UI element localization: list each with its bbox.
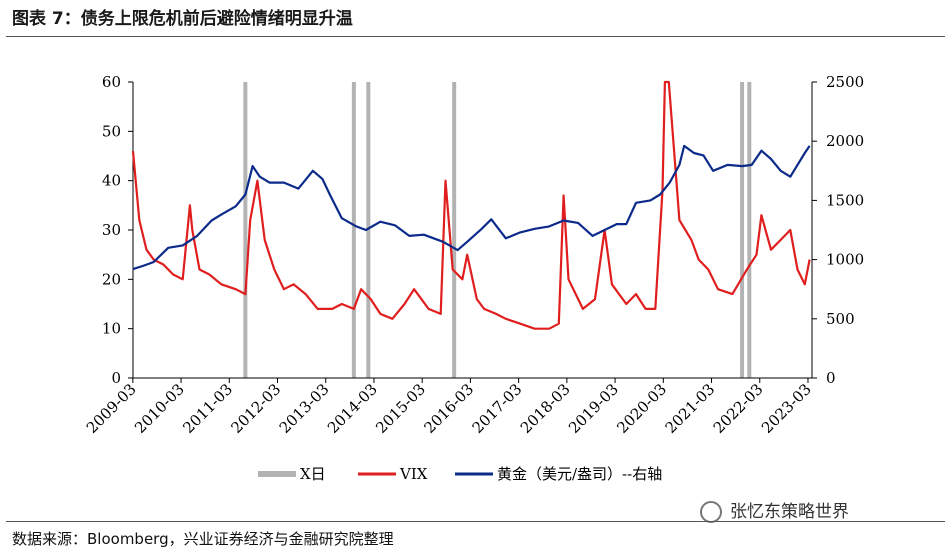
x-tick-label: 2019-03 xyxy=(565,380,622,437)
x-day-band xyxy=(740,82,745,378)
x-tick-label: 2016-03 xyxy=(420,380,477,437)
x-day-band xyxy=(243,82,248,378)
right-tick-label: 2500 xyxy=(826,73,864,91)
chart-title: 图表 7：债务上限危机前后避险情绪明显升温 xyxy=(12,9,353,29)
wechat-icon xyxy=(700,501,722,523)
left-tick-label: 50 xyxy=(102,122,121,140)
legend: X日 VIX 黄金（美元/盎司）--右轴 xyxy=(258,465,662,483)
x-day-band xyxy=(452,82,457,378)
x-tick-label: 2012-03 xyxy=(228,380,285,437)
x-tick-label: 2023-03 xyxy=(758,380,815,437)
x-tick-label: 2022-03 xyxy=(710,380,767,437)
x-day-bands xyxy=(243,82,752,378)
left-tick-label: 30 xyxy=(102,221,121,239)
x-tick-label: 2011-03 xyxy=(179,380,236,437)
right-tick-label: 0 xyxy=(826,369,836,387)
x-day-band xyxy=(366,82,371,378)
right-tick-label: 1000 xyxy=(826,251,864,269)
left-tick-label: 20 xyxy=(102,270,121,288)
right-axis-ticks: 0 500 1000 1500 2000 2500 xyxy=(812,73,864,387)
left-tick-label: 60 xyxy=(102,73,121,91)
x-tick-label: 2010-03 xyxy=(131,380,188,437)
left-axis-ticks: 0 10 20 30 40 50 60 xyxy=(102,73,133,387)
chart-area: 0 10 20 30 40 50 60 0 500 1000 1500 2000 2500 2009-… xyxy=(83,73,864,483)
vix-line xyxy=(131,80,811,330)
right-tick-label: 2000 xyxy=(826,132,864,150)
source-note: 数据来源：Bloomberg，兴业证券经济与金融研究院整理 xyxy=(12,530,394,548)
x-day-band xyxy=(747,82,752,378)
right-tick-label: 500 xyxy=(826,310,855,328)
left-tick-label: 10 xyxy=(102,320,121,338)
x-tick-label: 2017-03 xyxy=(469,380,526,437)
x-tick-label: 2020-03 xyxy=(613,380,670,437)
axes xyxy=(132,82,813,379)
left-tick-label: 40 xyxy=(102,172,121,190)
series-lines xyxy=(131,80,811,330)
legend-gold-label: 黄金（美元/盎司）--右轴 xyxy=(497,465,662,483)
legend-xday-label: X日 xyxy=(300,465,326,483)
legend-vix-label: VIX xyxy=(399,465,428,483)
title-rule xyxy=(6,36,945,37)
source-rule xyxy=(6,521,945,522)
watermark: 张忆东策略世界 xyxy=(700,497,849,523)
gold-line xyxy=(132,144,811,271)
x-day-band xyxy=(351,82,356,378)
right-tick-label: 1500 xyxy=(826,191,864,209)
watermark-text: 张忆东策略世界 xyxy=(730,502,849,522)
left-tick-label: 0 xyxy=(111,369,121,387)
x-tick-label: 2021-03 xyxy=(662,380,719,437)
x-tick-label: 2015-03 xyxy=(372,380,429,437)
x-tick-label: 2009-03 xyxy=(83,380,140,437)
x-axis-ticks: 2009-032010-032011-032012-032013-032014-… xyxy=(83,378,815,437)
x-tick-label: 2014-03 xyxy=(324,380,381,437)
x-tick-label: 2018-03 xyxy=(517,380,574,437)
x-tick-label: 2013-03 xyxy=(276,380,333,437)
